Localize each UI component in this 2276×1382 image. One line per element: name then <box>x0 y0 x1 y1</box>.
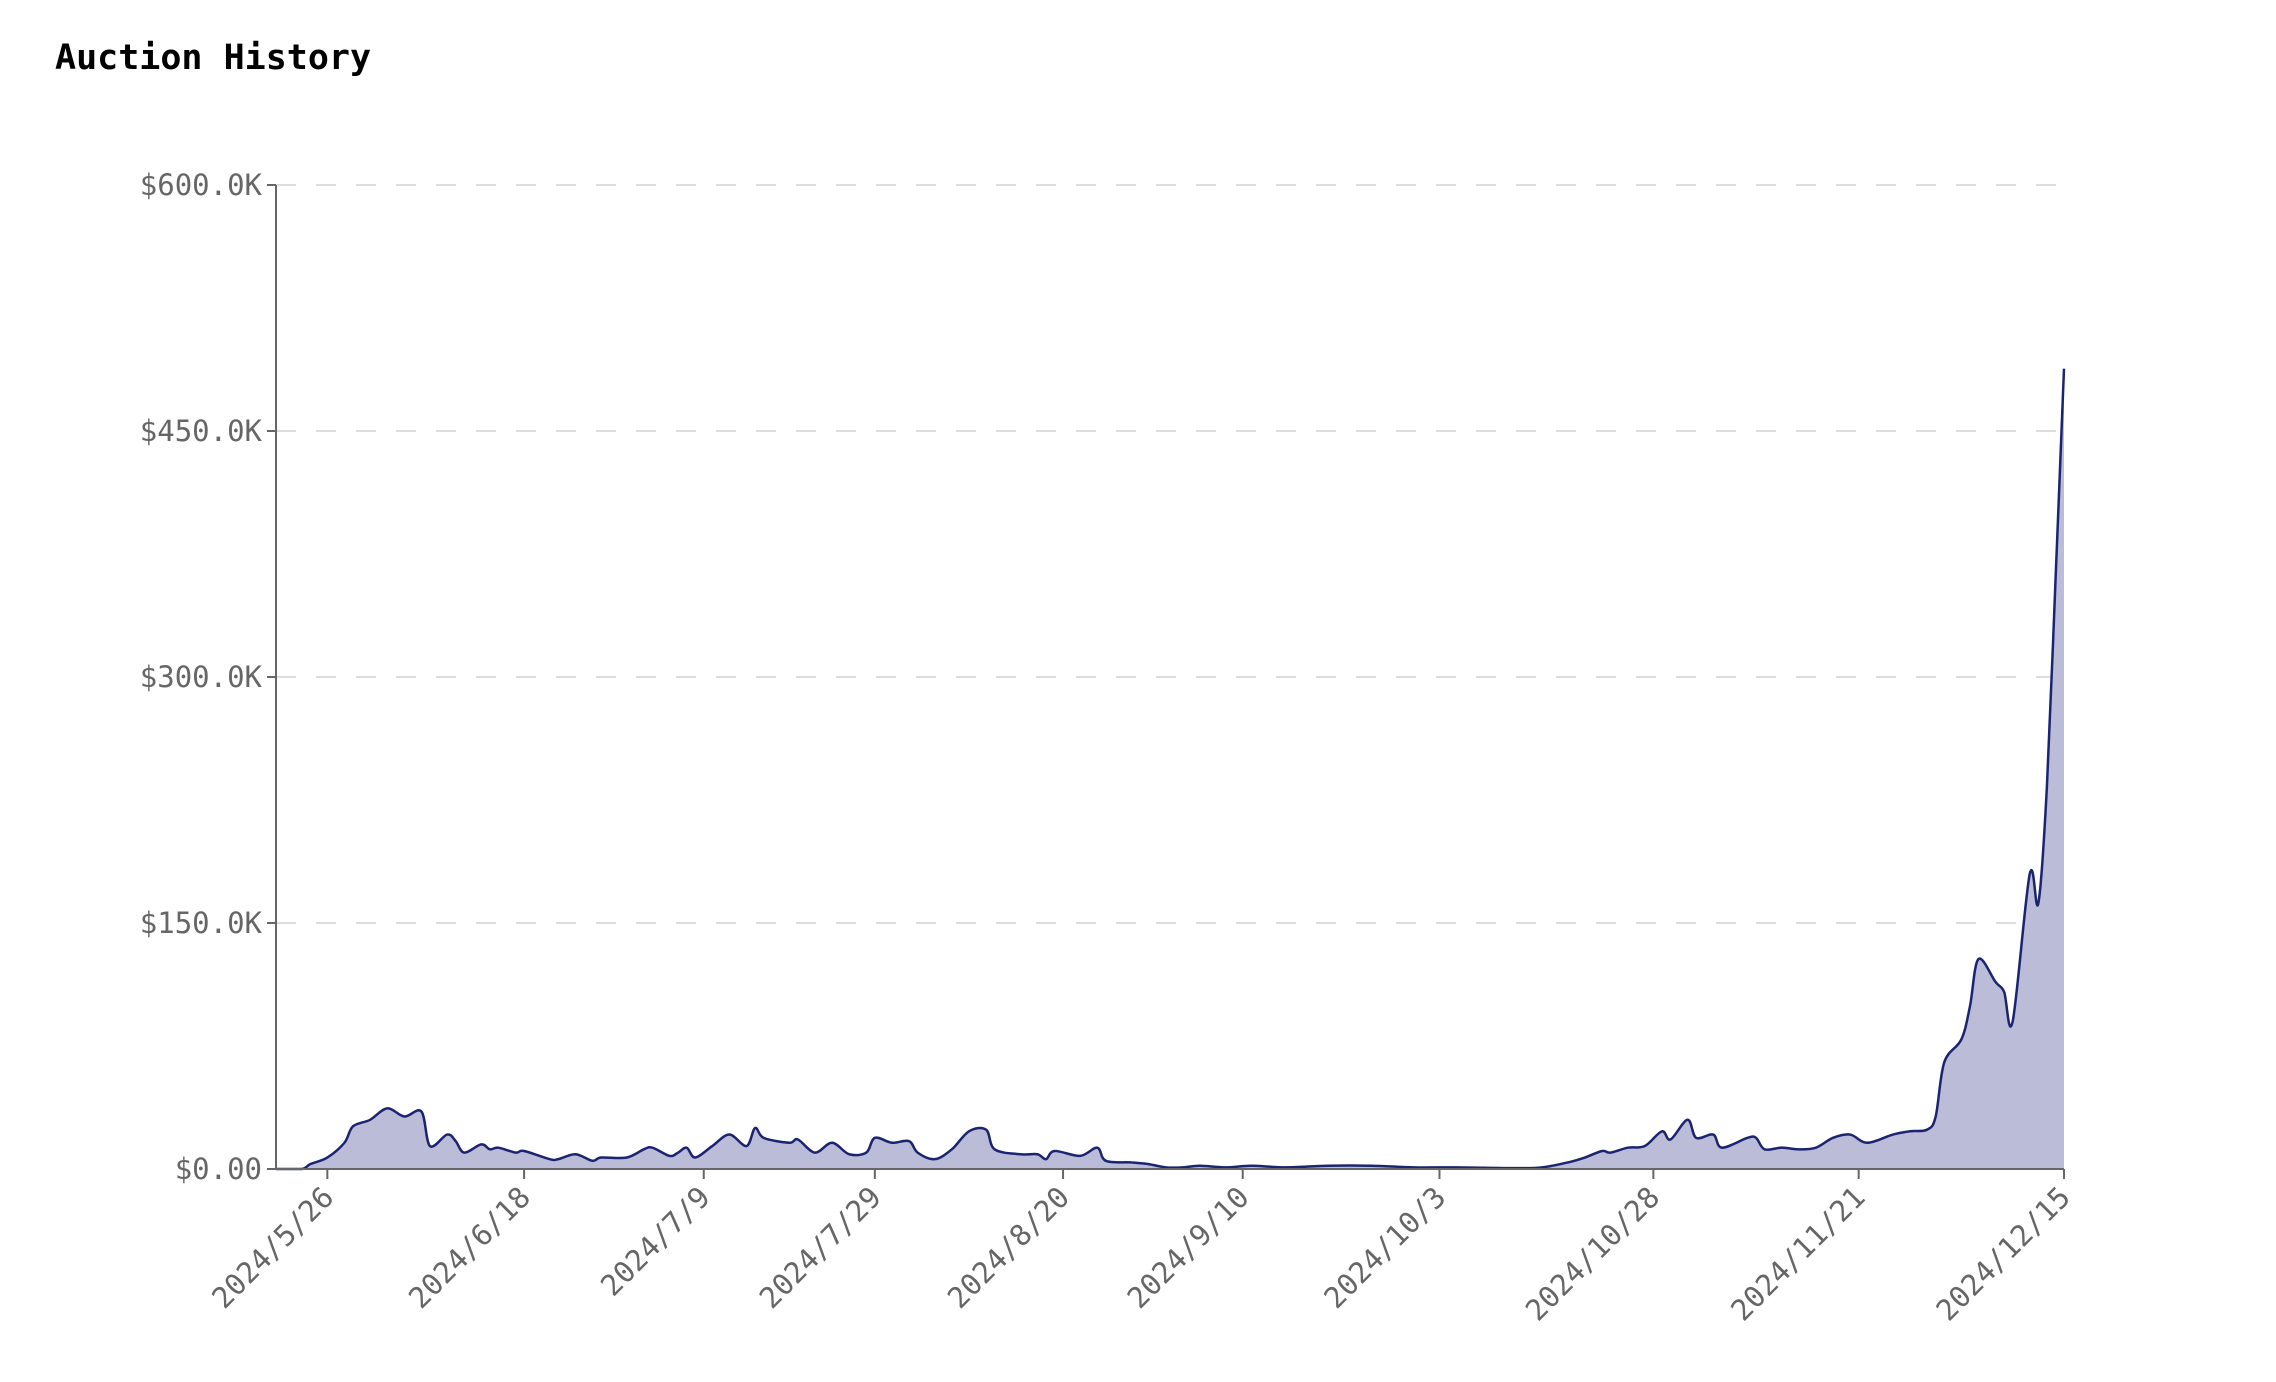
x-tick-label: 2024/8/20 <box>941 1180 1076 1315</box>
series-line <box>275 368 2066 1171</box>
x-tick-label: 2024/5/26 <box>205 1180 340 1315</box>
gridlines <box>276 184 2064 924</box>
x-tick-label: 2024/11/21 <box>1724 1180 1872 1328</box>
x-tick-label: 2024/10/3 <box>1317 1180 1452 1315</box>
chart-title: Auction History <box>55 38 372 78</box>
y-tick-label: $300.0K <box>140 660 263 694</box>
y-tick-label: $0.00 <box>175 1152 262 1186</box>
y-tick-label: $450.0K <box>140 414 263 448</box>
x-tick-label: 2024/7/9 <box>594 1180 717 1303</box>
y-tick-label: $150.0K <box>140 906 263 940</box>
x-tick-label: 2024/9/10 <box>1121 1180 1256 1315</box>
y-tick-label: $600.0K <box>140 168 263 202</box>
x-tick-label: 2024/12/15 <box>1929 1180 2077 1328</box>
area-fill <box>276 368 2064 1169</box>
x-tick-label: 2024/6/18 <box>402 1180 537 1315</box>
x-tick-label: 2024/10/28 <box>1519 1180 1667 1328</box>
x-tick-label: 2024/7/29 <box>753 1180 888 1315</box>
